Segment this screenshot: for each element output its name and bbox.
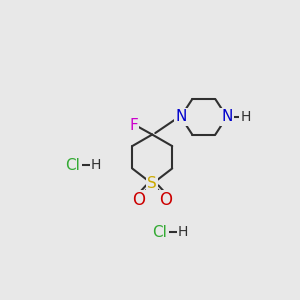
Text: H: H xyxy=(178,225,188,239)
Text: O: O xyxy=(132,191,145,209)
Text: N: N xyxy=(175,110,186,124)
Text: N: N xyxy=(221,110,232,124)
Text: Cl: Cl xyxy=(152,225,167,240)
Text: H: H xyxy=(91,158,101,172)
Text: O: O xyxy=(160,191,172,209)
Text: F: F xyxy=(129,118,138,133)
Text: S: S xyxy=(147,176,157,191)
Text: H: H xyxy=(240,110,250,124)
Text: Cl: Cl xyxy=(65,158,80,173)
